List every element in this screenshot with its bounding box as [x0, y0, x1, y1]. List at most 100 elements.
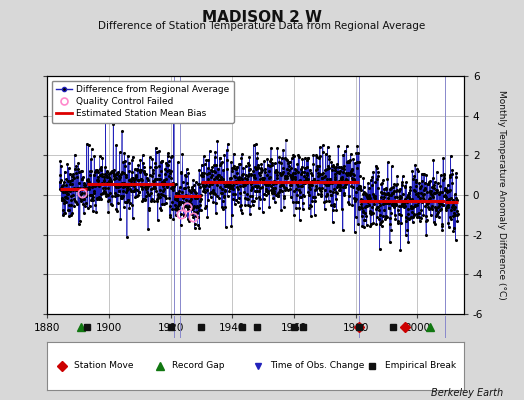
Point — [123, 185, 132, 191]
Point — [283, 173, 291, 180]
Point — [225, 180, 233, 187]
Point — [89, 193, 97, 200]
Point — [406, 215, 414, 221]
Point — [236, 189, 244, 196]
Point — [253, 155, 261, 162]
Point — [424, 196, 433, 202]
Point — [59, 189, 68, 196]
Point — [282, 137, 290, 144]
Point — [228, 182, 237, 188]
Point — [252, 183, 260, 189]
Point — [173, 197, 181, 203]
Point — [118, 194, 126, 201]
Point — [177, 211, 185, 218]
Point — [440, 170, 449, 177]
Point — [238, 183, 247, 189]
Point — [413, 210, 422, 217]
Point — [244, 196, 252, 202]
Point — [374, 199, 383, 206]
Point — [161, 200, 170, 206]
Point — [407, 205, 415, 212]
Point — [319, 142, 327, 148]
Point — [287, 174, 296, 180]
Point — [194, 204, 202, 210]
Point — [301, 165, 310, 171]
Point — [287, 174, 296, 180]
Point — [396, 186, 404, 192]
Point — [378, 218, 387, 225]
Point — [215, 178, 223, 184]
Point — [343, 143, 351, 150]
Point — [85, 184, 93, 190]
Point — [267, 187, 276, 193]
Point — [452, 195, 460, 201]
Point — [153, 195, 161, 202]
Point — [416, 218, 424, 224]
Point — [185, 187, 193, 193]
Point — [323, 191, 332, 197]
Point — [409, 212, 418, 218]
Point — [430, 182, 439, 189]
Point — [201, 202, 210, 209]
Point — [359, 209, 367, 216]
Point — [184, 183, 192, 190]
Point — [444, 182, 452, 188]
Point — [384, 195, 392, 201]
Point — [330, 202, 338, 209]
Point — [211, 148, 220, 155]
Point — [127, 175, 136, 181]
Point — [84, 176, 92, 183]
Point — [285, 162, 293, 169]
Point — [258, 177, 267, 183]
Point — [126, 176, 135, 183]
Point — [196, 184, 204, 191]
Point — [58, 182, 67, 189]
Point — [250, 172, 258, 178]
Point — [134, 192, 143, 198]
Point — [205, 180, 214, 187]
Point — [410, 187, 418, 194]
Point — [300, 169, 309, 175]
Point — [113, 170, 122, 176]
Text: MADISON 2 W: MADISON 2 W — [202, 10, 322, 25]
Point — [431, 205, 440, 212]
Point — [341, 148, 349, 154]
Point — [90, 188, 99, 195]
Point — [249, 142, 258, 149]
Point — [324, 165, 333, 171]
Point — [253, 150, 261, 156]
Point — [168, 152, 176, 159]
Point — [109, 121, 117, 128]
Point — [125, 176, 133, 183]
Point — [313, 154, 321, 160]
Point — [114, 168, 123, 175]
Point — [78, 190, 86, 196]
Point — [383, 176, 391, 182]
Point — [121, 183, 129, 190]
Point — [226, 182, 234, 188]
Point — [380, 194, 388, 200]
Point — [215, 177, 224, 183]
Point — [163, 168, 171, 174]
Point — [113, 171, 121, 177]
Point — [162, 194, 170, 201]
Point — [60, 179, 68, 185]
Point — [389, 184, 397, 190]
Point — [293, 192, 301, 198]
Y-axis label: Monthly Temperature Anomaly Difference (°C): Monthly Temperature Anomaly Difference (… — [497, 90, 506, 300]
Point — [154, 195, 162, 201]
Point — [340, 162, 348, 169]
Point — [216, 189, 225, 196]
Point — [340, 190, 348, 196]
Point — [364, 196, 373, 202]
Point — [364, 199, 372, 205]
Point — [439, 202, 447, 208]
Point — [125, 160, 133, 166]
Point — [93, 196, 102, 202]
Point — [442, 207, 450, 213]
Point — [234, 174, 243, 180]
Point — [255, 205, 263, 211]
Point — [157, 168, 165, 174]
Point — [167, 185, 175, 191]
Point — [337, 175, 345, 182]
